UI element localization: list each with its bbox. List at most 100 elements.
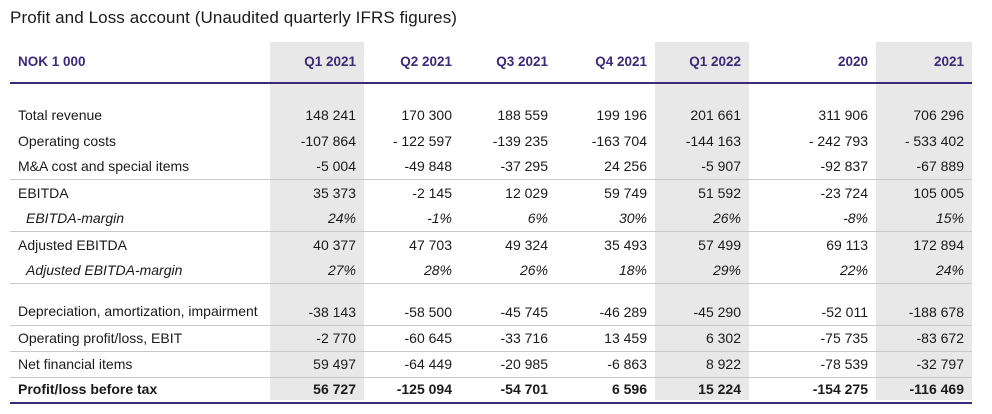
table-cell: 706 296 xyxy=(913,107,964,123)
header-unit: NOK 1 000 xyxy=(18,54,86,69)
pnl-table: NOK 1 000 Q1 2021 Q2 2021 Q3 2021 Q4 202… xyxy=(10,42,972,404)
table-row-ma-cost: M&A cost and special items -5 004 -49 848 -… xyxy=(10,154,972,180)
table-cell: 22% xyxy=(839,262,868,278)
table-row-adjusted-ebitda-margin: Adjusted EBITDA-margin 27% 28% 26% 18% 29% 22%… xyxy=(10,258,972,284)
row-label: EBITDA-margin xyxy=(26,210,125,226)
header-q3-2021: Q3 2021 xyxy=(496,54,548,69)
table-cell: 201 661 xyxy=(690,107,741,123)
table-cell: 40 377 xyxy=(313,237,356,253)
table-cell: - 533 402 xyxy=(904,133,964,149)
table-cell: 172 894 xyxy=(913,237,964,253)
table-cell: -75 735 xyxy=(820,330,868,346)
table-cell: -78 539 xyxy=(820,356,868,372)
row-label: Total revenue xyxy=(18,107,103,123)
table-cell: -92 837 xyxy=(820,158,868,174)
header-2021: 2021 xyxy=(933,54,964,69)
table-cell: -125 094 xyxy=(396,381,452,397)
table-cell: 188 559 xyxy=(497,107,548,123)
table-cell: -2 145 xyxy=(412,185,452,201)
row-label: Adjusted EBITDA-margin xyxy=(26,262,183,278)
table-cell: -32 797 xyxy=(916,356,964,372)
table-cell: -64 449 xyxy=(404,356,452,372)
table-row-total-revenue: Total revenue 148 241 170 300 188 559 199 19… xyxy=(10,102,972,128)
header-q4-2021: Q4 2021 xyxy=(595,54,647,69)
table-cell: -45 290 xyxy=(693,304,741,320)
table-row-depreciation: Depreciation, amortization, impairment -3… xyxy=(10,284,972,326)
row-label: EBITDA xyxy=(18,185,69,201)
highlight-column-2021 xyxy=(876,42,972,400)
table-cell: 35 493 xyxy=(604,237,647,253)
table-cell: -52 011 xyxy=(821,304,868,320)
table-cell: 12 029 xyxy=(505,185,548,201)
table-header: NOK 1 000 Q1 2021 Q2 2021 Q3 2021 Q4 202… xyxy=(10,42,972,84)
table-cell: 47 703 xyxy=(409,237,452,253)
table-cell: -154 275 xyxy=(812,381,868,397)
table-spacer xyxy=(10,84,972,102)
table-cell: 199 196 xyxy=(596,107,647,123)
table-cell: -144 163 xyxy=(685,133,741,149)
table-cell: -163 704 xyxy=(591,133,647,149)
table-cell: -188 678 xyxy=(908,304,964,320)
table-cell: -46 289 xyxy=(599,304,647,320)
table-cell: 57 499 xyxy=(698,237,741,253)
table-cell: 26% xyxy=(712,210,741,226)
table-cell: -67 889 xyxy=(916,158,964,174)
table-cell: -5 907 xyxy=(701,158,741,174)
table-cell: -20 985 xyxy=(500,356,548,372)
row-label: Adjusted EBITDA xyxy=(18,237,127,253)
table-cell: 15% xyxy=(935,210,964,226)
table-cell: 105 005 xyxy=(913,185,964,201)
table-row-ebit: Operating profit/loss, EBIT -2 770 -60 645… xyxy=(10,326,972,352)
table-cell: 69 113 xyxy=(826,237,868,253)
table-cell: 35 373 xyxy=(313,185,356,201)
table-row-adjusted-ebitda: Adjusted EBITDA 40 377 47 703 49 324 35 493 5… xyxy=(10,232,972,258)
table-cell: 6% xyxy=(527,210,548,226)
header-q1-2021: Q1 2021 xyxy=(304,54,356,69)
table-row-net-financial: Net financial items 59 497 -64 449 -20 985 -… xyxy=(10,352,972,378)
table-cell: -58 500 xyxy=(404,304,452,320)
table-row-ebitda: EBITDA 35 373 -2 145 12 029 59 749 51 592 -23 … xyxy=(10,180,972,206)
row-label: Profit/loss before tax xyxy=(18,381,158,397)
row-label: Depreciation, amortization, impairment xyxy=(18,303,258,319)
table-cell: -38 143 xyxy=(308,304,356,320)
table-cell: - 242 793 xyxy=(808,133,868,149)
table-row-ebitda-margin: EBITDA-margin 24% -1% 6% 30% 26% -8% 15% xyxy=(10,206,972,232)
header-q1-2022: Q1 2022 xyxy=(689,54,741,69)
table-cell: 24 256 xyxy=(604,158,647,174)
table-cell: 56 727 xyxy=(313,381,356,397)
table-cell: -33 716 xyxy=(500,330,548,346)
table-cell: 18% xyxy=(618,262,647,278)
table-cell: -23 724 xyxy=(820,185,868,201)
table-cell: 311 906 xyxy=(818,107,868,123)
table-row-profit-before-tax: Profit/loss before tax 56 727 -125 094 -54 … xyxy=(10,378,972,404)
table-cell: 51 592 xyxy=(698,185,741,201)
table-cell: -60 645 xyxy=(404,330,452,346)
table-cell: 28% xyxy=(423,262,452,278)
table-cell: 27% xyxy=(327,262,356,278)
table-cell: 30% xyxy=(618,210,647,226)
table-cell: 8 922 xyxy=(705,356,741,372)
table-cell: 49 324 xyxy=(505,237,548,253)
table-cell: 6 596 xyxy=(611,381,647,397)
table-cell: 6 302 xyxy=(705,330,741,346)
table-cell: -54 701 xyxy=(500,381,548,397)
table-cell: -1% xyxy=(427,210,452,226)
table-cell: 170 300 xyxy=(401,107,452,123)
table-cell: -45 745 xyxy=(500,304,548,320)
table-cell: 59 749 xyxy=(604,185,647,201)
table-row-operating-costs: Operating costs -107 864 - 122 597 -139 235… xyxy=(10,128,972,154)
table-cell: -37 295 xyxy=(500,158,548,174)
table-cell: 26% xyxy=(519,262,548,278)
table-cell: -2 770 xyxy=(316,330,356,346)
highlight-column-q1-2022 xyxy=(655,42,749,400)
header-2020: 2020 xyxy=(837,54,868,69)
table-cell: -6 863 xyxy=(607,356,647,372)
table-cell: 148 241 xyxy=(305,107,356,123)
row-label: Operating profit/loss, EBIT xyxy=(18,330,183,346)
highlight-column-q1-2021 xyxy=(270,42,364,400)
table-cell: -139 235 xyxy=(492,133,548,149)
row-label: M&A cost and special items xyxy=(18,158,190,174)
table-cell: -107 864 xyxy=(300,133,356,149)
table-cell: -83 672 xyxy=(916,330,964,346)
table-cell: -116 469 xyxy=(909,381,965,397)
